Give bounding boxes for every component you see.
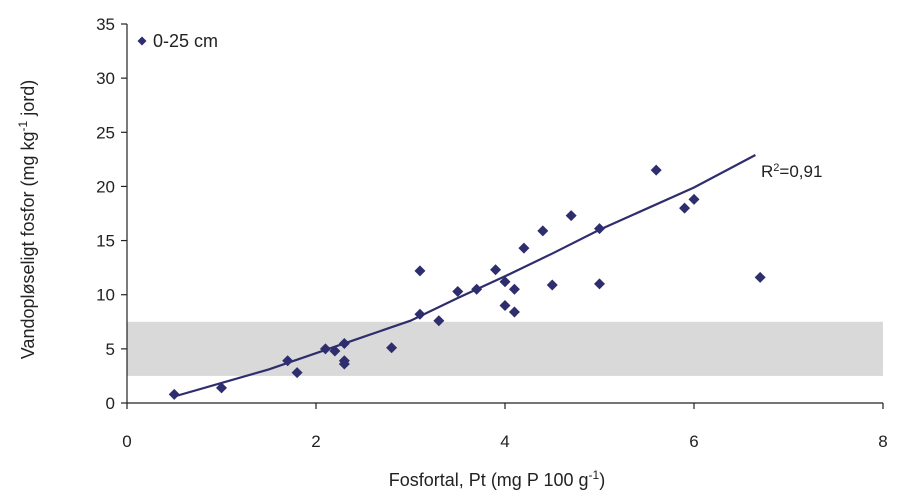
x-axis-label: Fosfortal, Pt (mg P 100 g-1)	[389, 468, 605, 490]
data-point	[452, 285, 464, 297]
data-point	[414, 308, 426, 320]
data-points	[168, 164, 766, 400]
data-point	[518, 242, 530, 254]
data-point	[216, 382, 227, 394]
data-point	[508, 306, 520, 318]
x-tick-label: 0	[122, 432, 131, 451]
data-point	[386, 342, 398, 354]
y-tick-label: 30	[96, 69, 115, 88]
y-tick-label: 5	[106, 340, 115, 359]
data-point	[319, 343, 331, 355]
data-point	[754, 271, 766, 283]
data-point	[594, 278, 605, 290]
y-axis-label: Vandopløseligt fosfor (mg kg-1 jord)	[16, 80, 38, 359]
data-point	[508, 283, 520, 295]
data-point	[688, 193, 700, 205]
data-point	[499, 276, 511, 288]
data-point	[414, 265, 426, 277]
data-point	[499, 300, 511, 312]
x-tick-label: 6	[689, 432, 698, 451]
y-tick-label: 15	[96, 232, 115, 251]
y-tick-label: 35	[96, 15, 115, 34]
reference-band	[127, 321, 883, 376]
data-point	[291, 367, 303, 379]
data-point	[679, 202, 691, 214]
y-tick-label: 25	[96, 123, 115, 142]
y-axis-ticks: 0 5 10 15 20 25 30 35	[96, 15, 127, 413]
data-point	[650, 164, 662, 176]
data-point	[546, 279, 558, 291]
data-point	[565, 210, 577, 222]
data-point	[329, 345, 341, 357]
x-axis-ticks: 0 2 4 6 8	[122, 403, 888, 451]
r-squared-annotation: R2=0,91	[761, 162, 822, 181]
data-point	[594, 223, 605, 235]
trend-line	[173, 154, 756, 398]
y-tick-label: 20	[96, 177, 115, 196]
x-tick-label: 4	[500, 432, 509, 451]
data-point	[338, 337, 350, 349]
x-tick-label: 2	[311, 432, 320, 451]
data-point	[433, 315, 445, 327]
legend: 0-25 cm	[137, 31, 218, 51]
data-point	[338, 358, 350, 370]
data-point	[490, 264, 502, 276]
y-tick-label: 0	[106, 394, 115, 413]
data-point	[471, 283, 483, 295]
legend-label: 0-25 cm	[153, 31, 218, 51]
y-tick-label: 10	[96, 286, 115, 305]
data-point	[537, 225, 549, 237]
legend-marker-diamond	[137, 36, 147, 46]
data-point	[168, 388, 180, 400]
x-tick-label: 8	[878, 432, 887, 451]
data-point	[282, 355, 294, 367]
